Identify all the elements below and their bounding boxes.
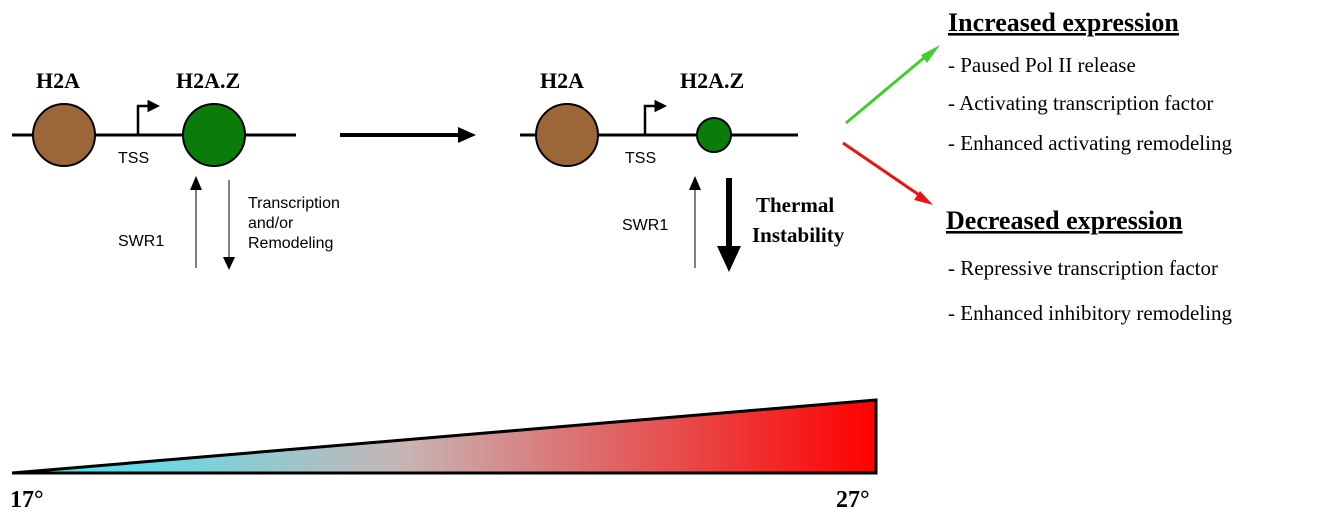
left-tss-label: TSS [118,150,149,167]
left-h2a-label: H2A [36,68,80,93]
left-swr1-arrowhead [190,176,202,190]
temperature-high-label: 27° [836,487,870,513]
increased-item-1: - Paused Pol II release [948,53,1136,77]
left-transcription-text: Transcription and/or Remodeling [248,195,344,252]
right-h2az-label: H2A.Z [680,68,744,93]
increased-expression-block: Increased expression - Paused Pol II rel… [948,8,1232,155]
thermal-line-1: Thermal [756,193,834,217]
transcription-line-1: Transcription [248,195,340,212]
right-panel: H2A H2A.Z TSS SWR1 Thermal Instability [520,68,845,272]
left-h2az-nucleosome [182,103,246,167]
left-panel: H2A H2A.Z TSS SWR1 Transcription and/or … [12,68,344,270]
transcription-line-2: and/or [248,215,294,232]
increased-expression-title: Increased expression [948,8,1179,37]
right-swr1-arrowhead [689,176,701,190]
right-h2az-nucleosome [696,117,732,153]
right-h2a-nucleosome [535,103,599,167]
thermal-arrowhead [717,246,741,272]
decreased-item-2: - Enhanced inhibitory remodeling [948,301,1233,325]
decreased-item-1: - Repressive transcription factor [948,256,1218,280]
right-h2a-label: H2A [540,68,584,93]
transcription-line-3: Remodeling [248,235,333,252]
left-h2az-label: H2A.Z [176,68,240,93]
increase-arrow [845,45,940,125]
right-tss-label: TSS [625,150,656,167]
left-transcription-arrowhead [223,257,235,270]
transition-arrow [340,127,476,143]
thermal-line-2: Instability [752,223,845,247]
temperature-low-label: 17° [10,487,44,513]
right-tss-arrow [643,99,667,135]
thermal-instability-text: Thermal Instability [752,193,845,247]
decrease-arrow [842,141,933,205]
decreased-expression-block: Decreased expression - Repressive transc… [946,206,1233,325]
increased-item-2: - Activating transcription factor [948,91,1213,115]
temperature-wedge [11,398,878,475]
right-swr1-label: SWR1 [622,217,668,234]
increased-item-3: - Enhanced activating remodeling [948,131,1232,155]
left-h2a-nucleosome [32,103,96,167]
decreased-expression-title: Decreased expression [946,206,1183,235]
left-swr1-label: SWR1 [118,233,164,250]
left-tss-arrow [136,99,160,135]
temperature-gradient: 17° 27° [10,398,878,513]
